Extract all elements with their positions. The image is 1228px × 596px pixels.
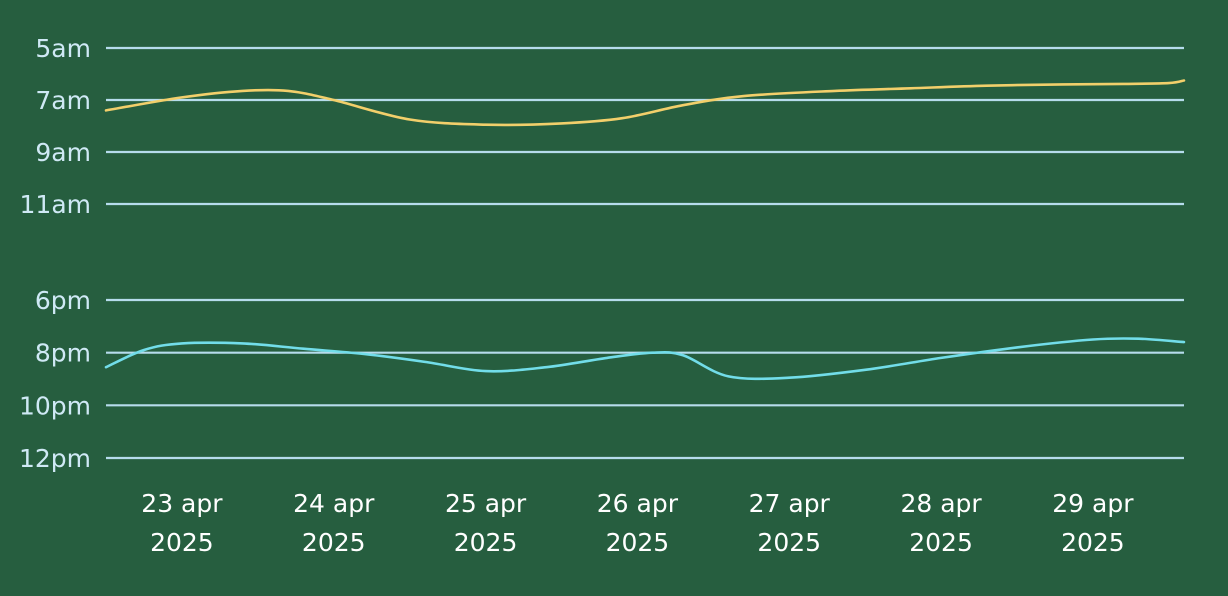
y-tick-label: 10pm xyxy=(19,391,91,420)
x-tick-label: 29 apr 2025 xyxy=(1052,489,1134,557)
x-tick-date: 28 apr xyxy=(900,489,982,518)
x-tick-year: 2025 xyxy=(302,528,366,557)
x-tick-date: 27 apr xyxy=(749,489,831,518)
y-tick-label: 8pm xyxy=(35,339,91,368)
x-tick-year: 2025 xyxy=(606,528,670,557)
x-tick-date: 29 apr xyxy=(1052,489,1134,518)
x-tick-date: 23 apr xyxy=(141,489,223,518)
x-tick-date: 24 apr xyxy=(293,489,375,518)
x-tick-year: 2025 xyxy=(757,528,821,557)
x-tick-date: 26 apr xyxy=(597,489,679,518)
x-tick-label: 25 apr 2025 xyxy=(445,489,527,557)
x-tick-label: 23 apr 2025 xyxy=(141,489,223,557)
y-tick-label: 11am xyxy=(20,190,91,219)
x-tick-year: 2025 xyxy=(150,528,214,557)
wake-time-series-line xyxy=(104,79,1186,127)
x-tick-year: 2025 xyxy=(454,528,518,557)
x-tick-label: 24 apr 2025 xyxy=(293,489,375,557)
bed-time-series-line xyxy=(104,337,1186,381)
y-tick-label: 7am xyxy=(35,86,91,115)
x-tick-label: 28 apr 2025 xyxy=(900,489,982,557)
y-tick-label: 5am xyxy=(35,34,91,63)
x-tick-year: 2025 xyxy=(1061,528,1125,557)
y-tick-label: 9am xyxy=(35,138,91,167)
x-tick-date: 25 apr xyxy=(445,489,527,518)
y-tick-label: 6pm xyxy=(35,286,91,315)
x-tick-label: 26 apr 2025 xyxy=(597,489,679,557)
y-tick-label: 12pm xyxy=(19,444,91,473)
x-tick-label: 27 apr 2025 xyxy=(749,489,831,557)
x-tick-year: 2025 xyxy=(909,528,973,557)
